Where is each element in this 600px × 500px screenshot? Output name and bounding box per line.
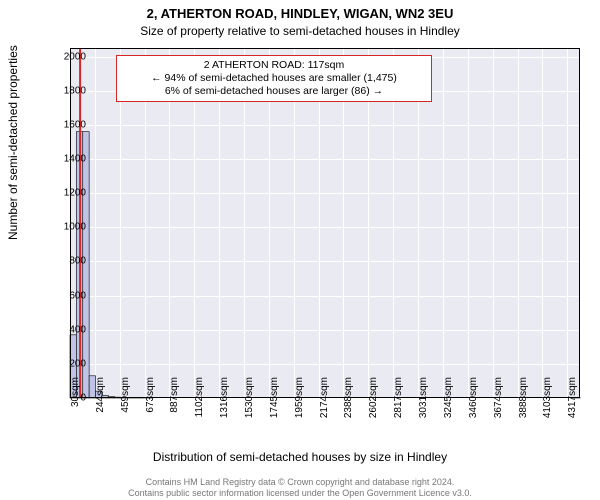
chart-subtitle: Size of property relative to semi-detach…: [0, 24, 600, 38]
y-tick-label: 800: [40, 256, 86, 267]
x-tick-label: 3245sqm: [443, 377, 454, 427]
annotation-box: 2 ATHERTON ROAD: 117sqm← 94% of semi-det…: [116, 55, 432, 102]
x-tick-label: 2817sqm: [393, 377, 404, 427]
histogram-bar: [108, 397, 114, 398]
x-tick-label: 3031sqm: [418, 377, 429, 427]
y-tick-label: 1000: [40, 222, 86, 233]
footer-attribution: Contains HM Land Registry data © Crown c…: [0, 477, 600, 498]
y-tick-label: 2000: [40, 51, 86, 62]
x-tick-label: 3460sqm: [468, 377, 479, 427]
x-tick-label: 1316sqm: [219, 377, 230, 427]
x-tick-label: 3674sqm: [493, 377, 504, 427]
y-tick-label: 1600: [40, 119, 86, 130]
x-tick-label: 3888sqm: [518, 377, 529, 427]
x-tick-label: 459sqm: [120, 377, 131, 427]
y-tick-label: 400: [40, 324, 86, 335]
chart-title: 2, ATHERTON ROAD, HINDLEY, WIGAN, WN2 3E…: [0, 6, 600, 21]
y-tick-label: 1400: [40, 153, 86, 164]
footer-line-2: Contains public sector information licen…: [0, 488, 600, 498]
y-tick-label: 600: [40, 290, 86, 301]
annotation-line-1: 2 ATHERTON ROAD: 117sqm: [123, 59, 425, 72]
x-tick-label: 2602sqm: [368, 377, 379, 427]
y-tick-label: 1800: [40, 85, 86, 96]
x-tick-label: 673sqm: [145, 377, 156, 427]
x-tick-label: 30sqm: [70, 377, 81, 427]
y-axis-label: Number of semi-detached properties: [6, 45, 20, 240]
footer-line-1: Contains HM Land Registry data © Crown c…: [0, 477, 600, 487]
plot-area: 2 ATHERTON ROAD: 117sqm← 94% of semi-det…: [70, 48, 580, 398]
x-tick-label: 244sqm: [95, 377, 106, 427]
x-tick-label: 4317sqm: [567, 377, 578, 427]
x-axis-label: Distribution of semi-detached houses by …: [0, 450, 600, 464]
y-tick-label: 200: [40, 358, 86, 369]
x-tick-label: 1959sqm: [294, 377, 305, 427]
x-tick-label: 1745sqm: [269, 377, 280, 427]
x-tick-label: 887sqm: [169, 377, 180, 427]
y-tick-label: 1200: [40, 188, 86, 199]
x-tick-label: 2174sqm: [319, 377, 330, 427]
chart-container: 2, ATHERTON ROAD, HINDLEY, WIGAN, WN2 3E…: [0, 0, 600, 500]
annotation-line-2: ← 94% of semi-detached houses are smalle…: [123, 72, 425, 85]
x-tick-label: 2388sqm: [343, 377, 354, 427]
x-tick-label: 1530sqm: [244, 377, 255, 427]
x-tick-label: 4103sqm: [542, 377, 553, 427]
annotation-line-3: 6% of semi-detached houses are larger (8…: [123, 85, 425, 98]
x-tick-label: 1102sqm: [194, 377, 205, 427]
